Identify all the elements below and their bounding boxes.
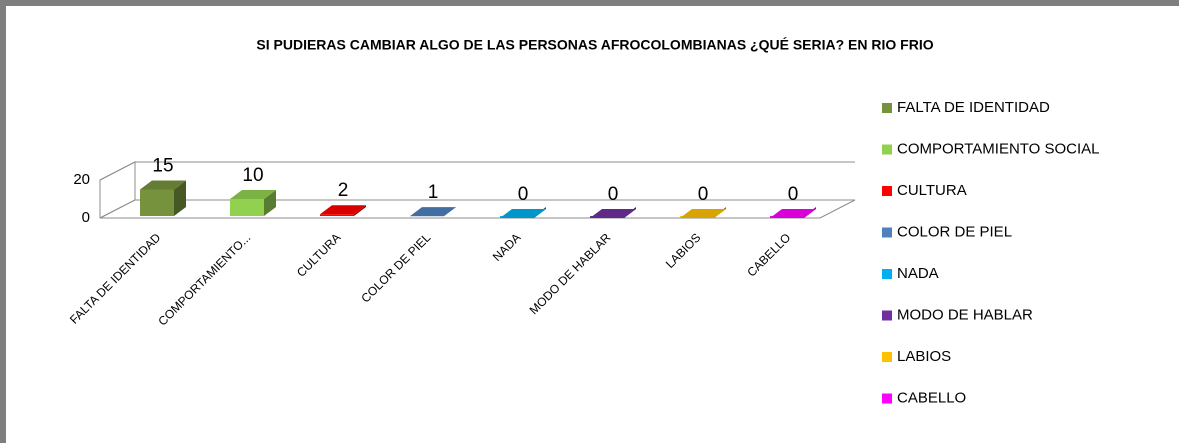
bar-face xyxy=(354,205,366,216)
legend-swatch xyxy=(882,393,892,404)
bar-face xyxy=(770,209,816,218)
y-tick-label: 20 xyxy=(73,171,90,188)
bar-face xyxy=(320,214,354,216)
legend-swatch xyxy=(882,227,892,238)
bar-face xyxy=(680,209,726,218)
y-tick-label: 0 xyxy=(82,209,90,226)
bar-face xyxy=(230,190,276,199)
legend-swatch xyxy=(882,269,892,279)
bar xyxy=(590,207,636,218)
legend-label: MODO DE HABLAR xyxy=(897,306,1033,323)
grid-line xyxy=(99,199,855,219)
legend-swatch xyxy=(882,352,892,362)
bar-face xyxy=(410,207,456,217)
legend-label: COLOR DE PIEL xyxy=(897,223,1012,240)
bar-face xyxy=(140,189,174,216)
legend-label: LABIOS xyxy=(897,348,951,365)
bar-face xyxy=(590,209,636,218)
legend-swatch xyxy=(882,310,892,321)
bar xyxy=(320,205,366,216)
legend-label: COMPORTAMIENTO SOCIAL xyxy=(897,140,1100,157)
data-label: 0 xyxy=(788,184,799,205)
data-label: 15 xyxy=(152,156,173,177)
bar xyxy=(140,180,186,216)
chart-title: SI PUDIERAS CAMBIAR ALGO DE LAS PERSONAS… xyxy=(256,37,933,53)
bar xyxy=(680,207,726,218)
bar xyxy=(410,207,456,217)
data-label: 0 xyxy=(698,184,709,205)
bar-face xyxy=(500,209,546,218)
data-label: 0 xyxy=(518,184,529,205)
data-label: 10 xyxy=(242,165,263,186)
legend-label: CABELLO xyxy=(897,389,966,406)
data-label: 0 xyxy=(608,184,619,205)
legend-swatch xyxy=(882,103,892,113)
data-label: 1 xyxy=(428,182,439,203)
legend-label: CULTURA xyxy=(897,182,967,199)
bar-face xyxy=(264,190,276,216)
legend-swatch xyxy=(882,144,892,155)
data-label: 2 xyxy=(338,180,349,201)
bar-face xyxy=(320,205,366,215)
bar xyxy=(770,207,816,218)
legend-label: FALTA DE IDENTIDAD xyxy=(897,99,1050,116)
bar-face xyxy=(140,180,186,190)
grid-line xyxy=(99,161,855,181)
bar-face xyxy=(230,199,264,216)
legend-label: NADA xyxy=(897,265,939,282)
bar xyxy=(230,190,276,216)
bar-face xyxy=(174,180,186,216)
legend-swatch xyxy=(882,186,892,196)
bar xyxy=(500,207,546,218)
